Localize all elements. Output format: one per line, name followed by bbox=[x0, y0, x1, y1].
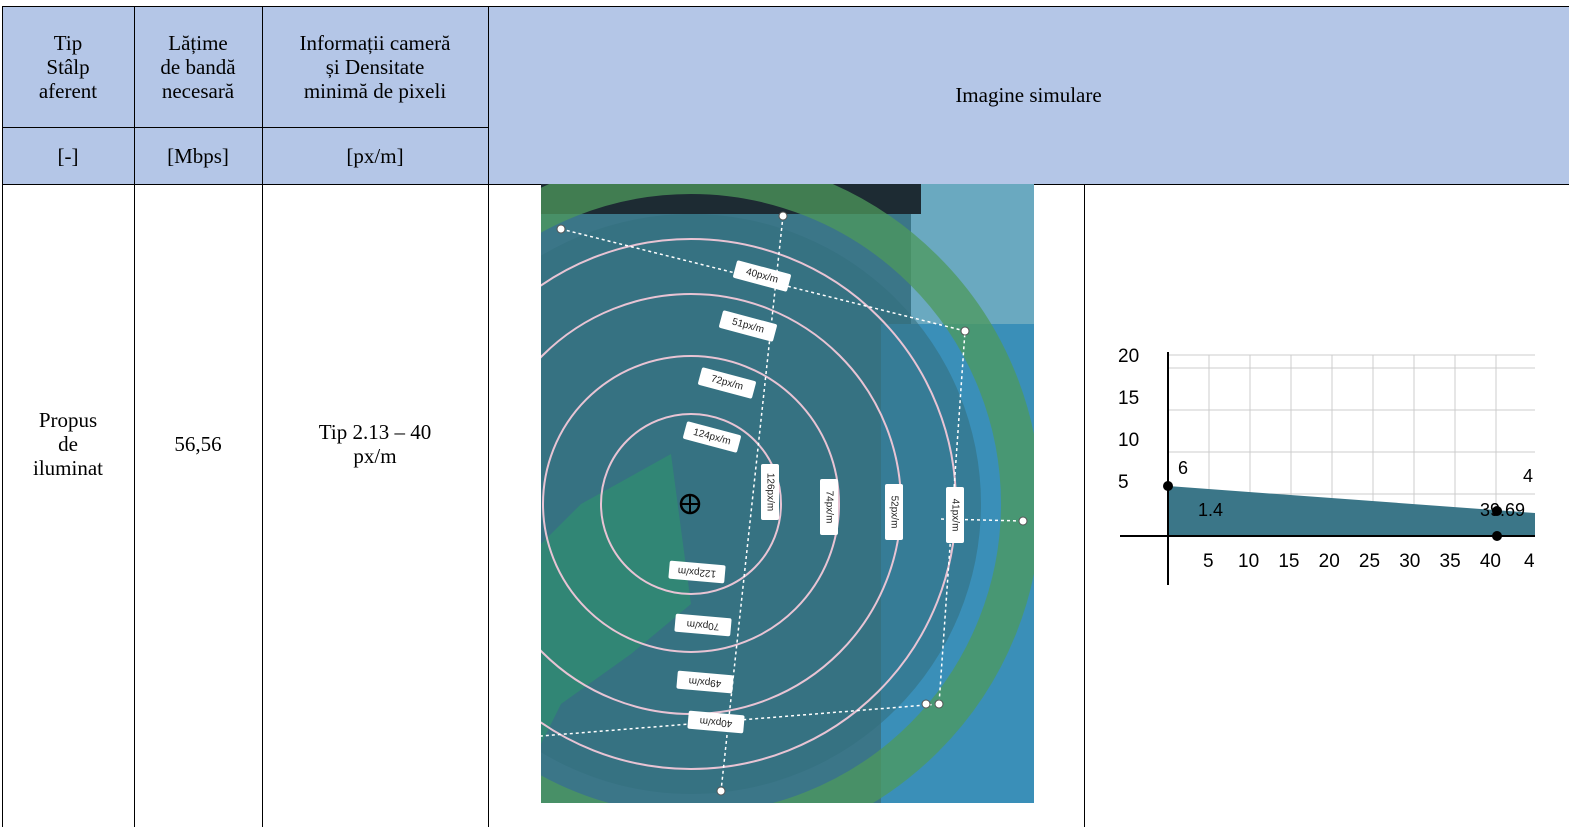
x-tick-label: 15 bbox=[1278, 551, 1299, 572]
x-tick-label: 35 bbox=[1440, 551, 1461, 572]
cell-text: Tip 2.13 – 40 bbox=[318, 420, 432, 444]
label-box bbox=[676, 670, 734, 694]
border bbox=[134, 6, 135, 827]
label-box bbox=[698, 367, 756, 399]
density-label: 41px/m bbox=[946, 487, 964, 543]
y-tick-label: 5 bbox=[1118, 472, 1129, 493]
label-box bbox=[719, 310, 777, 342]
label-box bbox=[687, 710, 745, 734]
unit-cell: [px/m] bbox=[262, 127, 488, 184]
cell-text: necesară bbox=[161, 78, 235, 103]
label-text: 41px/m bbox=[949, 499, 960, 532]
label-box bbox=[820, 479, 838, 535]
border bbox=[262, 6, 263, 827]
label-box bbox=[761, 464, 779, 520]
point bbox=[1492, 506, 1502, 516]
cell-text: Informații cameră bbox=[299, 30, 451, 55]
cell-text: [Mbps] bbox=[167, 143, 229, 168]
x-tick-label: 10 bbox=[1238, 551, 1259, 572]
density-label: 122px/m bbox=[668, 560, 726, 584]
density-label: 40px/m bbox=[733, 260, 791, 292]
header-cell: Informații cameră și Densitate minimă de p… bbox=[262, 6, 488, 127]
label-text: 70px/m bbox=[686, 618, 720, 632]
density-label: 74px/m bbox=[820, 479, 838, 535]
border bbox=[2, 6, 3, 827]
header-cell: Lățime de bandă necesară bbox=[134, 6, 262, 127]
header-bg bbox=[2, 6, 1569, 184]
density-label: 70px/m bbox=[674, 613, 732, 637]
cell-text: Stâlp bbox=[46, 54, 90, 79]
body-cell: Propus de iluminat bbox=[2, 184, 134, 704]
x-tick-label: 40 bbox=[1480, 551, 1501, 572]
cell-text: Lățime bbox=[168, 30, 228, 55]
border bbox=[1084, 184, 1085, 827]
border bbox=[2, 127, 488, 128]
cell-text: 56,56 bbox=[174, 432, 222, 456]
point-label: 1.4 bbox=[1198, 500, 1223, 520]
unit-cell: [-] bbox=[2, 127, 134, 184]
point-label: 4 bbox=[1523, 466, 1533, 486]
graph-image: 5 10 15 20 5 10 15 20 25 30 35 40 4 6 1.4 39.69 4 bbox=[1118, 346, 1535, 585]
label-text: 52px/m bbox=[888, 496, 899, 529]
cell-text: Tip bbox=[53, 30, 83, 55]
simulation-image: 40px/m 51px/m 72px/m 124px/m 126px/m 74px/m 52… bbox=[541, 184, 1034, 803]
cell-text: aferent bbox=[38, 78, 98, 103]
label-text: 40px/m bbox=[699, 715, 733, 729]
x-tick-label: 5 bbox=[1203, 551, 1214, 572]
border bbox=[2, 6, 1569, 7]
density-label: 72px/m bbox=[698, 367, 756, 399]
area bbox=[1168, 486, 1535, 536]
density-label: 40px/m bbox=[687, 710, 745, 734]
density-label: 52px/m bbox=[885, 484, 903, 540]
body-cell: Tip 2.13 – 40 px/m bbox=[262, 184, 488, 704]
label-box bbox=[683, 421, 741, 453]
cell-text: Imagine simulare bbox=[955, 83, 1102, 107]
label-text: 126px/m bbox=[764, 473, 775, 511]
x-tick-label: 25 bbox=[1359, 551, 1380, 572]
cell-text: px/m bbox=[353, 444, 397, 468]
y-tick-label: 20 bbox=[1118, 346, 1139, 367]
cell-text: minimă de pixeli bbox=[303, 78, 447, 103]
cell-text: de bbox=[58, 432, 78, 456]
cell-text: Propus bbox=[38, 408, 98, 432]
label-box bbox=[674, 613, 732, 637]
label-box bbox=[885, 484, 903, 540]
label-box bbox=[668, 560, 726, 584]
unit-cell: [Mbps] bbox=[134, 127, 262, 184]
label-text: 49px/m bbox=[688, 675, 722, 689]
x-tick-label: 30 bbox=[1399, 551, 1420, 572]
cell-text: de bandă bbox=[160, 54, 236, 79]
header-cell: Tip Stâlp aferent bbox=[2, 6, 134, 127]
header-cell: Imagine simulare bbox=[488, 6, 1569, 184]
border bbox=[488, 6, 489, 827]
point-label: 6 bbox=[1178, 458, 1188, 478]
density-label: 51px/m bbox=[719, 310, 777, 342]
point bbox=[1163, 481, 1173, 491]
label-box bbox=[946, 487, 964, 543]
label-box bbox=[733, 260, 791, 292]
label-text: 122px/m bbox=[677, 565, 716, 579]
body-cell: 56,56 bbox=[134, 184, 262, 704]
label-text: 74px/m bbox=[823, 491, 834, 524]
y-tick-label: 10 bbox=[1118, 430, 1139, 451]
x-tick-label: 4 bbox=[1524, 551, 1535, 572]
y-tick-label: 15 bbox=[1118, 388, 1139, 409]
point-label: 39.69 bbox=[1480, 500, 1525, 520]
density-label: 126px/m bbox=[761, 464, 779, 520]
cell-text: [px/m] bbox=[346, 143, 404, 168]
density-label: 124px/m bbox=[683, 421, 741, 453]
cell-text: [-] bbox=[57, 143, 79, 168]
x-tick-label: 20 bbox=[1319, 551, 1340, 572]
point bbox=[1492, 531, 1502, 541]
cell-text: și Densitate bbox=[325, 54, 425, 79]
cell-text: iluminat bbox=[33, 456, 103, 480]
density-label: 49px/m bbox=[676, 670, 734, 694]
